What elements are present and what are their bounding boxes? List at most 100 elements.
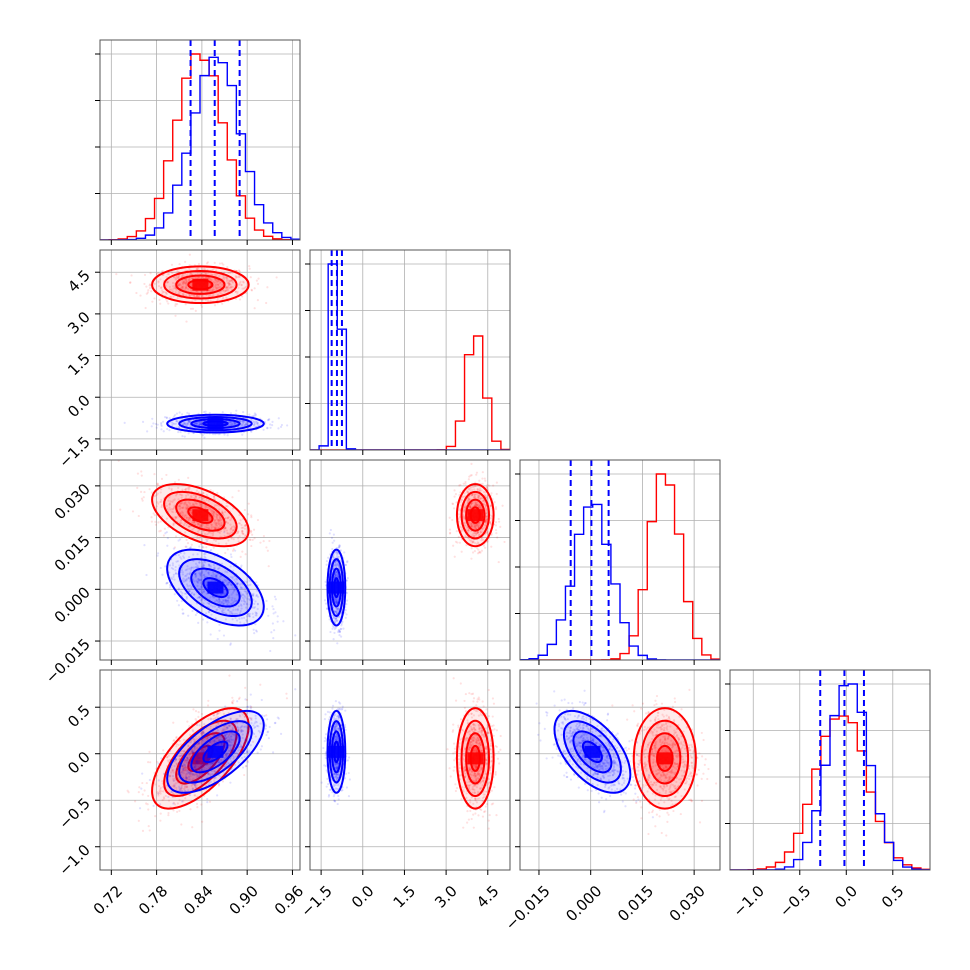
scatter-point [186, 422, 189, 426]
scatter-point [265, 714, 268, 717]
scatter-point [129, 281, 132, 284]
scatter-point [333, 631, 336, 635]
scatter-point [231, 285, 234, 289]
scatter-point [184, 766, 187, 769]
scatter-point [232, 569, 235, 572]
scatter-point [173, 504, 176, 507]
scatter-point [244, 553, 247, 556]
scatter-point [198, 522, 202, 526]
scatter-point [208, 564, 211, 567]
scatter-point [182, 506, 185, 509]
scatter-point [204, 525, 207, 528]
scatter-point [142, 496, 145, 499]
scatter-point [336, 570, 339, 574]
scatter-point [214, 503, 217, 507]
scatter-point [252, 606, 256, 610]
scatter-point [140, 474, 143, 477]
scatter-point [183, 769, 187, 772]
scatter-point [119, 508, 122, 511]
scatter-point [254, 629, 258, 632]
scatter-point [471, 534, 474, 537]
scatter-point [488, 484, 491, 487]
scatter-point [176, 420, 179, 423]
scatter-point [180, 557, 183, 560]
scatter-point [202, 276, 205, 279]
scatter-point [345, 613, 348, 616]
scatter-point [335, 546, 338, 550]
scatter-point [139, 294, 142, 297]
scatter-point [188, 584, 191, 587]
scatter-point [181, 285, 184, 289]
scatter-point [496, 536, 499, 539]
scatter-point [223, 765, 226, 768]
scatter-point [250, 544, 253, 548]
scatter-point [226, 522, 230, 525]
scatter-point [209, 289, 212, 292]
scatter-point [336, 573, 339, 576]
scatter-point [183, 422, 186, 425]
scatter-point [165, 281, 169, 284]
scatter-point [203, 555, 206, 558]
scatter-point [240, 604, 243, 607]
scatter-point [141, 781, 144, 785]
scatter-point [248, 615, 251, 618]
scatter-point [155, 505, 158, 508]
scatter-point [334, 601, 337, 604]
scatter-point [236, 728, 240, 731]
scatter-point [218, 508, 221, 511]
contour-line [326, 548, 347, 627]
scatter-point [183, 516, 186, 519]
scatter-point [489, 521, 492, 524]
scatter-point [223, 727, 226, 731]
scatter-point [244, 590, 248, 593]
scatter-point [206, 704, 210, 707]
scatter-point [237, 697, 241, 701]
scatter-point [211, 574, 214, 577]
scatter-point [185, 286, 188, 290]
scatter-point [335, 601, 338, 604]
scatter-point [212, 288, 215, 291]
contour-line [166, 413, 265, 434]
scatter-point [183, 282, 186, 285]
scatter-point [235, 577, 238, 580]
scatter-point [152, 512, 155, 515]
scatter-point [184, 423, 187, 427]
scatter-point [226, 289, 230, 292]
scatter-point [218, 597, 221, 600]
scatter-point [219, 607, 222, 610]
scatter-point [250, 516, 253, 519]
scatter-point [234, 608, 237, 611]
scatter-point [468, 539, 471, 542]
scatter-point [469, 522, 472, 525]
scatter-point [177, 290, 180, 293]
scatter-point [476, 496, 480, 499]
scatter-point [151, 300, 154, 303]
scatter-point [495, 481, 498, 484]
scatter-point [222, 276, 225, 280]
scatter-point [460, 528, 464, 531]
scatter-point [198, 736, 201, 739]
scatter-point [179, 519, 183, 522]
scatter-point [143, 543, 146, 547]
scatter-point [185, 320, 188, 323]
scatter-point [342, 627, 345, 630]
scatter-point [478, 479, 481, 482]
scatter-point [176, 810, 179, 813]
scatter-point [225, 520, 228, 523]
scatter-point [223, 592, 226, 595]
panel-p2-p2 [515, 459, 721, 665]
scatter-point [244, 534, 247, 537]
scatter-point [208, 277, 211, 280]
scatter-point [241, 420, 244, 423]
scatter-point [464, 482, 467, 485]
scatter-point [231, 496, 234, 499]
contour-line [175, 498, 226, 532]
scatter-point [159, 278, 162, 281]
scatter-point [183, 288, 186, 291]
scatter-point [210, 279, 213, 282]
scatter-point [229, 423, 232, 427]
scatter-point [202, 491, 205, 495]
scatter-point [265, 301, 268, 305]
scatter-point [490, 545, 493, 548]
scatter-point [467, 529, 471, 532]
